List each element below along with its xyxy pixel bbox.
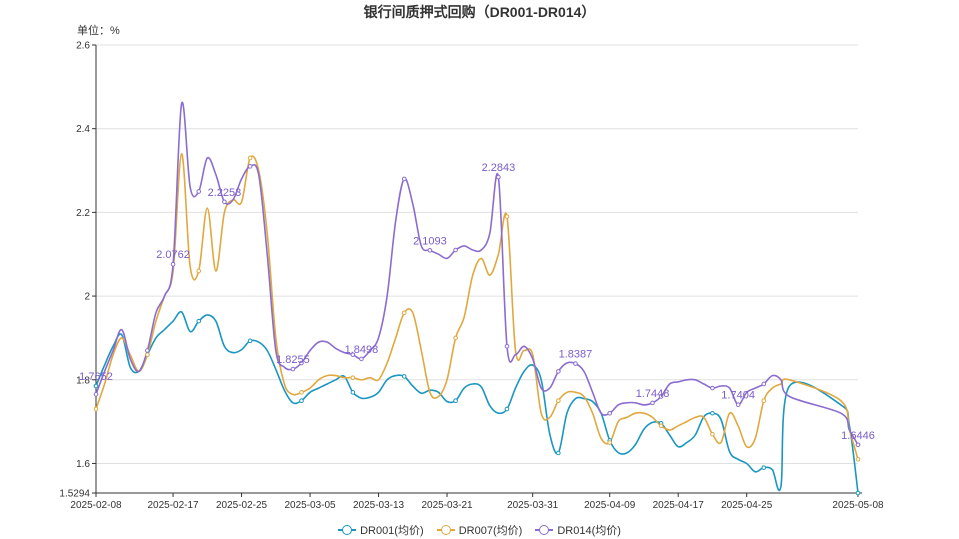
data-label: 1.8498 — [345, 344, 379, 356]
x-tick-label: 2025-04-09 — [584, 500, 636, 511]
data-point-dr007[interactable] — [453, 335, 458, 341]
data-point-dr014[interactable] — [710, 385, 715, 391]
data-point-dr007[interactable] — [658, 423, 664, 429]
data-point-dr001[interactable] — [196, 318, 202, 324]
data-point-dr007[interactable] — [196, 268, 202, 274]
labeled-point — [650, 400, 655, 406]
x-tick-label: 2025-03-31 — [507, 500, 559, 511]
data-point-dr014[interactable] — [607, 410, 613, 416]
data-label: 1.7404 — [721, 390, 755, 402]
data-label: 2.1093 — [413, 235, 447, 247]
data-point-dr014[interactable] — [145, 348, 150, 353]
labeled-point — [735, 402, 741, 408]
data-point-dr014[interactable] — [453, 247, 458, 253]
data-point-dr007[interactable] — [556, 398, 561, 403]
data-point-dr001[interactable] — [761, 465, 767, 470]
labeled-point — [573, 361, 578, 366]
data-point-dr007[interactable] — [93, 406, 99, 412]
legend-label-dr007: DR007(均价) — [458, 525, 523, 537]
legend-item-dr014[interactable]: DR014(均价) — [535, 522, 621, 538]
data-point-dr007[interactable] — [247, 155, 253, 161]
data-point-dr014[interactable] — [93, 392, 99, 397]
series-lines — [93, 101, 861, 496]
data-point-dr001[interactable] — [247, 338, 253, 344]
series-line-dr001[interactable] — [95, 310, 859, 494]
data-point-dr014[interactable] — [658, 394, 664, 399]
data-point-dr007[interactable] — [710, 431, 715, 437]
data-point-dr007[interactable] — [401, 310, 407, 316]
data-label: 1.6446 — [841, 430, 875, 442]
labeled-point — [496, 174, 501, 180]
data-point-dr007[interactable] — [350, 375, 356, 380]
x-tick-label: 2025-03-05 — [284, 500, 336, 511]
series-line-dr007[interactable] — [95, 152, 859, 460]
x-tick-label: 2025-05-08 — [832, 500, 884, 511]
x-tick-label: 2025-04-17 — [653, 500, 705, 511]
legend-swatch-dr014 — [535, 525, 554, 535]
legend-swatch-dr007 — [436, 525, 455, 535]
data-point-dr007[interactable] — [504, 214, 510, 219]
y-tick-label: 1.8 — [76, 375, 90, 386]
data-point-dr001[interactable] — [453, 398, 458, 403]
x-tick-label: 2025-02-08 — [70, 500, 122, 511]
legend-item-dr001[interactable]: DR001(均价) — [338, 522, 424, 538]
labeled-point — [222, 199, 227, 205]
data-label: 1.7448 — [636, 388, 670, 400]
data-label: 2.2253 — [208, 187, 242, 199]
legend-label-dr014: DR014(均价) — [557, 525, 621, 537]
data-point-dr001[interactable] — [504, 406, 510, 412]
labeled-point — [855, 442, 861, 448]
legend-swatch-dr001 — [338, 525, 357, 535]
chart-title: 银行间质押式回购（DR001-DR014） — [363, 4, 596, 20]
x-tick-label: 2025-03-21 — [421, 500, 473, 511]
x-tick-label: 2025-02-25 — [216, 500, 268, 511]
legend: DR001(均价) DR007(均价) DR014(均价) — [0, 522, 959, 538]
data-label: 1.8255 — [276, 354, 310, 366]
data-point-dr007[interactable] — [855, 456, 861, 462]
labeled-point — [170, 261, 176, 267]
data-point-dr001[interactable] — [710, 410, 715, 416]
data-point-dr014[interactable] — [350, 352, 356, 357]
data-point-dr014[interactable] — [504, 343, 510, 349]
data-point-dr007[interactable] — [299, 390, 304, 395]
y-tick-label: 1.5294 — [59, 489, 90, 500]
axes: 1.5294 1.6 1.8 2 2.2 2.4 2.6 2025-02-08 2025-02-… — [59, 41, 884, 512]
y-tick-label: 2 — [84, 292, 90, 303]
data-point-dr014[interactable] — [761, 381, 767, 387]
labeled-point — [290, 366, 296, 372]
labeled-point — [359, 356, 364, 362]
data-point-dr001[interactable] — [556, 450, 561, 456]
data-point-dr001[interactable] — [350, 390, 356, 395]
data-point-dr014[interactable] — [401, 176, 407, 182]
data-label: 1.8387 — [559, 349, 593, 361]
data-point-dr001[interactable] — [401, 374, 407, 379]
data-point-dr007[interactable] — [607, 440, 613, 445]
x-tick-label: 2025-02-17 — [147, 500, 199, 511]
x-tick-label: 2025-04-25 — [721, 500, 773, 511]
data-point-dr014[interactable] — [196, 189, 202, 194]
data-label: 2.2843 — [482, 162, 516, 174]
y-tick-label: 2.4 — [76, 124, 90, 135]
unit-label: 单位：% — [77, 25, 120, 37]
data-label: 1.7652 — [79, 371, 113, 383]
data-point-dr014[interactable] — [247, 164, 253, 169]
y-tick-label: 1.6 — [76, 459, 90, 470]
x-tick-label: 2025-03-13 — [353, 500, 405, 511]
data-label: 2.0762 — [156, 249, 190, 261]
data-point-dr001[interactable] — [299, 398, 304, 403]
grid-lines — [96, 44, 858, 464]
y-tick-label: 2.6 — [76, 41, 90, 52]
y-tick-label: 2.2 — [76, 208, 90, 219]
labeled-point — [427, 248, 433, 253]
data-point-dr007[interactable] — [145, 352, 150, 357]
data-point-dr001[interactable] — [855, 490, 861, 496]
data-point-dr014[interactable] — [556, 369, 561, 374]
legend-item-dr007[interactable]: DR007(均价) — [436, 522, 523, 538]
data-point-dr014[interactable] — [299, 360, 304, 366]
data-labels: 1.7652 2.0762 2.2253 1.8255 1.8498 2.1093 2.28… — [79, 162, 875, 448]
data-point-dr007[interactable] — [761, 398, 767, 403]
labeled-point — [93, 383, 99, 389]
legend-label-dr001: DR001(均价) — [360, 525, 424, 537]
